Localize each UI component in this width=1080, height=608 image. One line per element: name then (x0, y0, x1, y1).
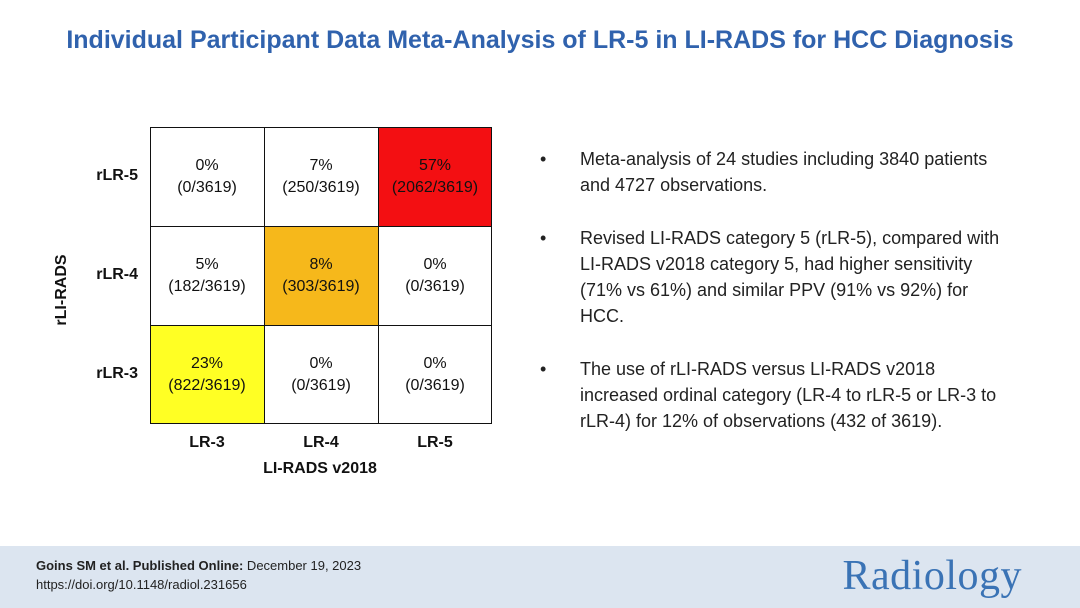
cell-count: (182/3619) (168, 277, 246, 295)
cell-percent: 5% (195, 255, 219, 273)
column-label: LR-4 (303, 434, 339, 451)
heatmap-cell (264, 325, 379, 424)
cell-value-label: 5% (182/3619) (150, 254, 264, 298)
cell-count: (822/3619) (168, 376, 246, 394)
cell-count: (0/3619) (405, 277, 465, 295)
cell-value-label: 0% (0/3619) (264, 353, 378, 397)
bullet-symbol: • (540, 228, 547, 248)
cell-count: (0/3619) (405, 376, 465, 394)
column-label: LR-3 (189, 434, 225, 451)
heatmap-cell (150, 325, 265, 424)
cell-count: (0/3619) (291, 376, 351, 394)
row-label: rLR-3 (96, 364, 138, 382)
cell-count: (0/3619) (177, 178, 237, 196)
bullet-item: • Revised LI-RADS category 5 (rLR-5), co… (540, 225, 1010, 329)
heatmap-cell (264, 127, 379, 227)
x-axis-label: LI-RADS v2018 (263, 460, 377, 477)
cell-percent: 0% (309, 354, 333, 372)
cell-value-label: 23% (822/3619) (150, 353, 264, 397)
row-label: rLR-4 (96, 265, 138, 283)
citation-doi: https://doi.org/10.1148/radiol.231656 (36, 577, 247, 592)
cell-percent: 0% (423, 354, 447, 372)
cell-value-label: 57% (2062/3619) (378, 155, 492, 199)
y-axis-label: rLI-RADS (53, 254, 70, 326)
cell-percent: 23% (190, 354, 224, 372)
cell-value-label: 7% (250/3619) (264, 155, 378, 199)
bullet-item: • Meta-analysis of 24 studies including … (540, 146, 1010, 198)
cell-percent: 0% (423, 255, 447, 273)
citation-date: December 19, 2023 (243, 558, 362, 573)
cell-percent: 8% (309, 255, 333, 273)
footer-bar: Goins SM et al. Published Online: Decemb… (0, 546, 1080, 608)
cell-count: (303/3619) (282, 277, 360, 295)
cell-count: (2062/3619) (391, 178, 479, 196)
cell-percent: 0% (195, 156, 219, 174)
bullet-item: • The use of rLI-RADS versus LI-RADS v20… (540, 356, 1010, 434)
heatmap-cell (378, 127, 492, 227)
heatmap-cell (378, 325, 492, 424)
column-label: LR-5 (417, 434, 453, 451)
citation: Goins SM et al. Published Online: Decemb… (36, 556, 361, 594)
slide-title: Individual Participant Data Meta-Analysi… (66, 26, 1014, 54)
cell-value-label: 0% (0/3619) (378, 353, 492, 397)
key-findings-list: • Meta-analysis of 24 studies including … (540, 146, 1010, 461)
cell-count: (250/3619) (282, 178, 360, 196)
cell-percent: 57% (418, 156, 452, 174)
bullet-text: The use of rLI-RADS versus LI-RADS v2018… (580, 359, 997, 431)
cell-value-label: 8% (303/3619) (264, 254, 378, 298)
journal-logo: Radiology (842, 553, 1022, 599)
row-label: rLR-5 (96, 166, 138, 184)
bullet-text: Revised LI-RADS category 5 (rLR-5), comp… (580, 228, 1000, 326)
cell-value-label: 0% (0/3619) (150, 155, 264, 199)
cell-value-label: 0% (0/3619) (378, 254, 492, 298)
bullet-text: Meta-analysis of 24 studies including 38… (580, 149, 988, 195)
heatmap-cell (378, 226, 492, 326)
citation-authors: Goins SM et al. Published Online: (36, 558, 244, 573)
cell-percent: 7% (309, 156, 333, 174)
bullet-symbol: • (540, 359, 547, 379)
bullet-symbol: • (540, 149, 547, 169)
